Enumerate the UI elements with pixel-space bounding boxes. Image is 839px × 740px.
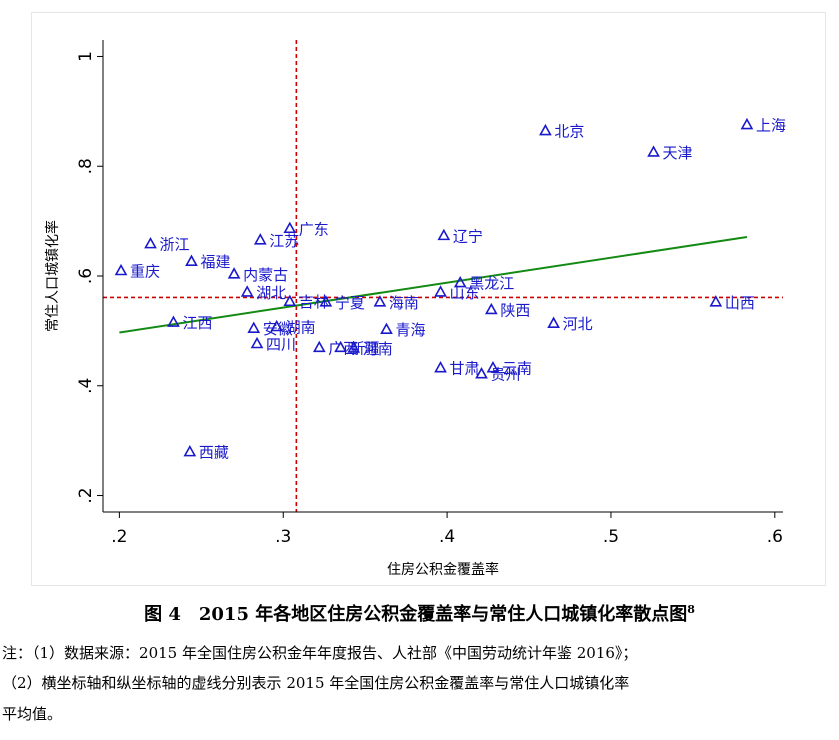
point-marker [373,295,387,307]
footnote-mark: 8 [687,603,695,616]
figure-frame [31,12,826,586]
point-label: 河南 [363,340,393,358]
point-marker [709,295,723,307]
point-label: 辽宁 [453,227,483,245]
point-label: 浙江 [160,236,190,254]
fit-line [119,236,748,334]
point-marker [539,123,552,136]
point-label: 山东 [450,284,480,302]
fit-line-layer [119,236,748,334]
point-label: 青海 [395,321,425,339]
point-label: 天津 [663,144,693,162]
figure-number: 图 4 [144,604,181,625]
point-marker [484,302,498,315]
mean-reference-lines [103,40,783,512]
figure-title: 2015 年各地区住房公积金覆盖率与常住人口城镇化率散点图 [198,604,688,625]
point-label: 安徽 [263,320,293,338]
point-label: 内蒙古 [243,266,288,284]
point-marker [227,267,241,279]
y-tick-label: .2 [76,487,96,503]
point-marker [312,340,326,353]
point-marker [144,236,157,249]
y-tick-label: 1 [76,51,96,62]
note-line-2: （2）横坐标轴和纵坐标轴的虚线分别表示 2015 年全国住房公积金覆盖率与常住人… [2,674,630,692]
point-label: 云南 [502,360,532,378]
point-label: 吉林 [299,293,329,311]
point-marker [437,228,451,241]
point-marker [183,444,197,457]
point-marker [453,275,467,288]
point-label: 上海 [756,117,786,135]
point-label: 陕西 [500,301,530,319]
point-label: 四川 [266,336,296,354]
point-label: 湖南 [286,318,316,336]
point-marker [270,319,284,332]
point-marker [347,341,361,353]
y-tick-label: .8 [76,158,96,174]
point-marker [647,145,660,157]
point-label: 河北 [563,315,593,333]
point-label: 江西 [182,314,212,332]
note-line-1: 注：（1）数据来源：2015 年全国住房公积金年年度报告、人社部《中国劳动统计年… [2,644,638,662]
point-marker [380,322,393,335]
point-marker [319,295,333,307]
y-axis-label: 常住人口城镇化率 [44,220,61,332]
point-marker [334,340,347,353]
point-label: 山西 [725,294,755,312]
point-label: 湖北 [256,284,286,302]
y-tick-label: .4 [76,378,96,394]
point-marker [247,321,261,333]
point-label: 新疆 [350,339,380,357]
point-label: 江苏 [269,232,299,250]
y-tick-label: .6 [76,268,96,284]
x-tick-label: .6 [767,527,783,547]
point-marker [740,117,754,130]
x-axis-label: 住房公积金覆盖率 [387,561,499,578]
point-marker [253,233,267,245]
point-marker [434,285,447,297]
note-line-3: 平均值。 [2,705,63,723]
point-label: 西藏 [199,444,229,462]
point-label: 甘肃 [450,360,480,378]
point-label: 贵州 [491,366,521,384]
point-marker [283,221,297,234]
point-label: 黑龙江 [469,275,514,293]
point-marker [114,263,128,276]
x-tick-label: .2 [111,527,127,547]
x-tick-label: .4 [439,527,455,547]
point-label: 宁夏 [335,294,365,312]
point-marker [185,254,198,266]
point-marker [167,315,180,327]
point-label: 重庆 [130,263,160,281]
x-tick-label: .5 [603,527,619,547]
points-layer: 上海 北京天津广东 辽宁 江苏 浙江福建重庆 内蒙古黑龙江湖北 山东吉林 宁夏 海南 山西 陕西江西… [114,117,786,462]
point-label: 海南 [389,294,419,312]
x-tick-label: .3 [275,527,291,547]
point-label: 福建 [200,253,230,271]
point-marker [486,361,500,373]
point-label: 北京 [554,123,584,141]
point-marker [547,316,560,329]
point-marker [283,294,297,307]
point-marker [475,367,488,379]
axes: .2 .3 .4 .5 .6 .2 .4 .6 .8 1 [76,40,783,547]
point-label: 广东 [299,220,329,238]
point-marker [240,285,254,297]
point-marker [250,336,264,349]
figure-caption: 图 4 2015 年各地区住房公积金覆盖率与常住人口城镇化率散点图8 [0,600,839,626]
point-marker [434,361,447,373]
